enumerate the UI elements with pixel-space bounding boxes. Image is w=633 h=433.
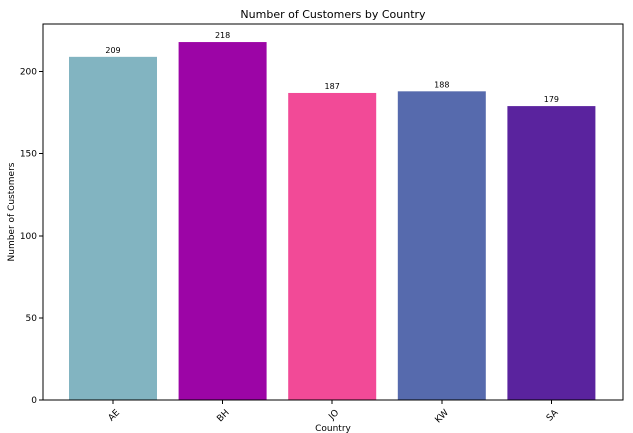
x-axis-label: Country xyxy=(315,424,351,433)
data-label-kw: 188 xyxy=(434,80,449,89)
bar-bh xyxy=(178,42,267,401)
bar-ae xyxy=(69,56,157,401)
y-axis-label: Number of Customers xyxy=(7,162,17,261)
plot-frame xyxy=(42,23,624,401)
y-tick-label: 100 xyxy=(20,232,37,242)
chart-title: Number of Customers by Country xyxy=(240,8,426,21)
x-tick-label-ae: AE xyxy=(107,408,123,424)
data-label-ae: 209 xyxy=(105,46,120,55)
y-tick-label: 200 xyxy=(20,68,37,78)
data-label-jo: 187 xyxy=(325,82,340,91)
data-label-bh: 218 xyxy=(215,31,230,40)
x-tick-label-sa: SA xyxy=(545,407,561,423)
data-labels-layer: 209 218 187 188 179 xyxy=(105,31,559,104)
data-label-sa: 179 xyxy=(544,95,559,104)
bar-jo xyxy=(288,92,377,401)
x-tick-label-jo: JO xyxy=(327,408,342,423)
y-tick-label: 0 xyxy=(31,396,37,406)
bars-layer xyxy=(69,42,596,401)
bar-sa xyxy=(507,106,596,400)
y-tick-label: 50 xyxy=(26,314,38,324)
bar-kw xyxy=(397,91,486,400)
x-tick-label-kw: KW xyxy=(434,408,451,425)
x-tick-label-bh: BH xyxy=(215,408,231,424)
y-tick-label: 150 xyxy=(20,150,37,160)
